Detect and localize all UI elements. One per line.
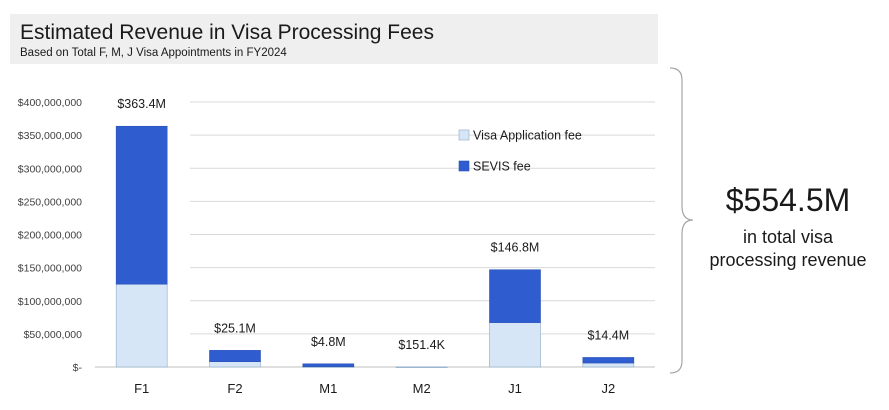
total-revenue-caption-line2: processing revenue [709, 250, 867, 270]
y-tick-label: $250,000,000 [18, 196, 82, 208]
x-tick-label: J2 [601, 381, 615, 396]
bar-segment-j1-visa-application-fee [489, 322, 541, 368]
total-revenue-caption: in total visa processing revenue [690, 226, 886, 272]
chart-header: Estimated Revenue in Visa Processing Fee… [10, 14, 658, 64]
bar-total-label: $14.4M [587, 328, 629, 342]
x-tick-label: F1 [134, 381, 149, 396]
y-tick-label: $300,000,000 [18, 163, 82, 175]
bar-segment-m1-sevis-fee [302, 363, 355, 367]
bar-segment-f2-visa-application-fee [209, 361, 261, 368]
chart-subtitle: Based on Total F, M, J Visa Appointments… [20, 47, 287, 59]
total-revenue-summary: $554.5M in total visa processing revenue [690, 180, 886, 272]
bar-segment-m2-visa-application-fee [395, 366, 448, 368]
bar-segment-j2-sevis-fee [582, 357, 635, 364]
legend-swatch-sevis-fee [458, 160, 470, 172]
bar-segment-f2-sevis-fee [209, 350, 261, 362]
right-brace [669, 67, 694, 374]
bar-segment-j1-sevis-fee [489, 269, 541, 323]
bar-total-label: $146.8M [491, 241, 540, 255]
y-tick-label: $100,000,000 [18, 296, 82, 308]
y-tick-label: $400,000,000 [18, 97, 82, 109]
x-tick-label: F2 [227, 381, 242, 396]
x-tick-label: M1 [319, 381, 337, 396]
chart-title: Estimated Revenue in Visa Processing Fee… [20, 21, 434, 44]
bar-total-label: $25.1M [214, 321, 256, 335]
y-tick-label: $350,000,000 [18, 130, 82, 142]
y-tick-label: $50,000,000 [24, 329, 83, 341]
total-revenue-value: $554.5M [725, 182, 851, 218]
bar-total-label: $151.4K [398, 338, 445, 352]
bar-segment-f1-sevis-fee [115, 125, 168, 285]
total-revenue-caption-line1: in total visa [742, 227, 834, 247]
legend-swatch-visa-application-fee [458, 129, 470, 141]
y-tick-label: $200,000,000 [18, 230, 82, 242]
bar-total-label: $363.4M [117, 97, 166, 111]
legend-label-visa-application-fee: Visa Application fee [473, 129, 582, 143]
bar-segment-f1-visa-application-fee [115, 283, 168, 368]
bar-total-label: $4.8M [311, 335, 346, 349]
y-tick-label: $150,000,000 [18, 263, 82, 275]
y-tick-label: $- [73, 362, 83, 374]
x-tick-label: J1 [508, 381, 522, 396]
bar-segment-j2-visa-application-fee [582, 362, 635, 368]
legend-label-sevis-fee: SEVIS fee [473, 160, 531, 174]
x-tick-label: M2 [413, 381, 431, 396]
